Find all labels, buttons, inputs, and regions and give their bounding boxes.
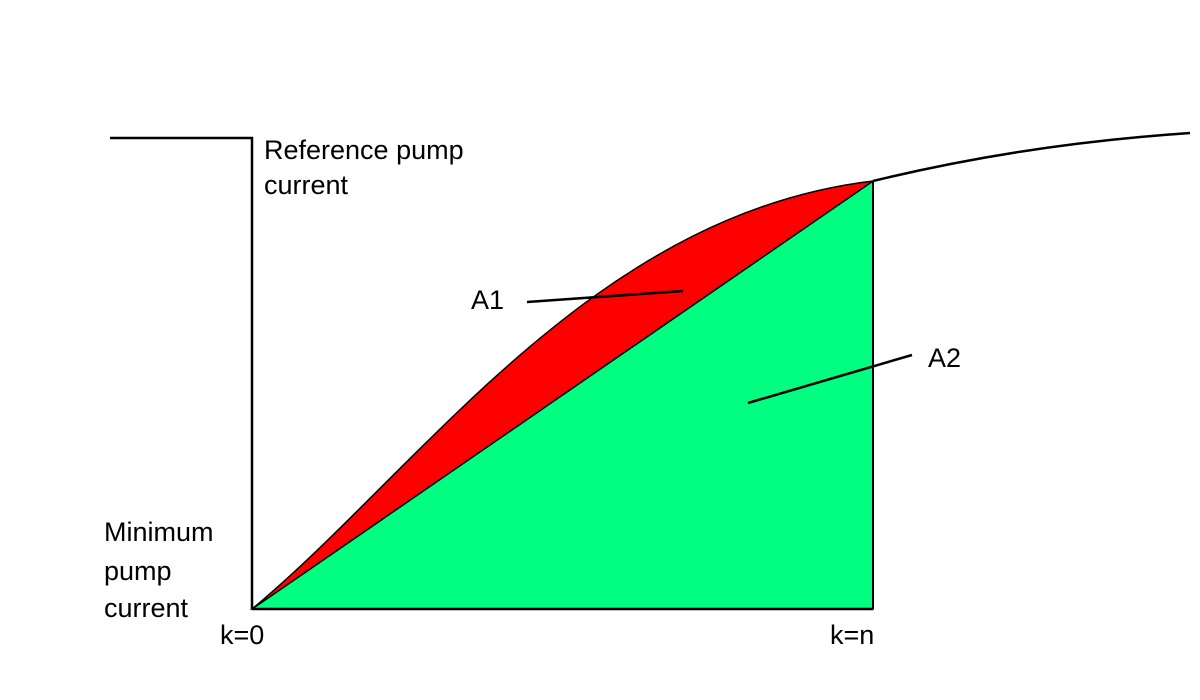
minimum-pump-label-line3: current — [104, 593, 189, 623]
minimum-pump-label-line2: pump — [104, 556, 172, 586]
minimum-pump-label: Minimum — [104, 517, 214, 547]
area-a1-label: A1 — [471, 285, 505, 315]
area-a2-label: A2 — [928, 343, 962, 373]
reference-pump-label-line2: current — [264, 170, 349, 200]
pump-current-curve-tail — [872, 131, 1191, 183]
k-end-label: k=n — [830, 620, 875, 650]
area-a1-leader — [526, 289, 684, 304]
area-a2-leader — [747, 353, 913, 405]
area-a1-region — [251, 180, 874, 610]
reference-pump-label: Reference pump — [264, 135, 464, 165]
k-start-label: k=0 — [220, 620, 265, 650]
reference-step-line — [110, 136, 254, 609]
